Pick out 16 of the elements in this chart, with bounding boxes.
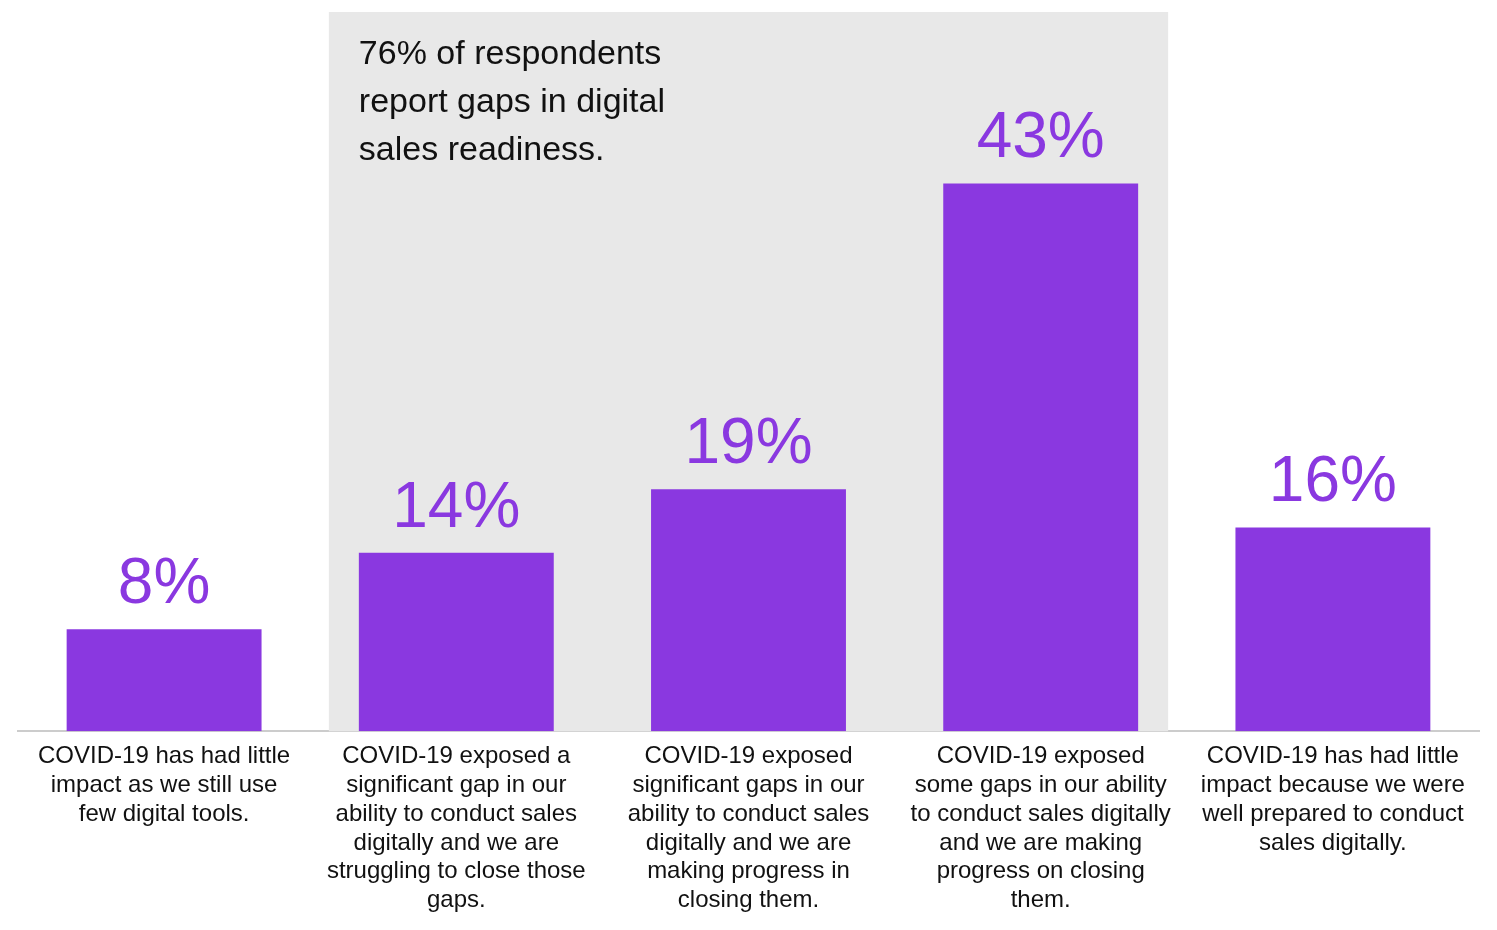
bar — [1235, 527, 1431, 732]
x-tick-label: COVID-19 exposed significant gaps in our ability to conduct sales digitally and we are making progress in closing them. — [627, 741, 870, 913]
data-label: 8% — [117, 544, 211, 617]
bar — [651, 489, 846, 732]
band-label: 76% of respondents report gaps in digital sales readiness. — [358, 33, 666, 168]
data-label: 19% — [684, 404, 813, 477]
data-label: 14% — [392, 468, 521, 541]
data-label: 43% — [976, 99, 1105, 172]
bar — [358, 552, 554, 732]
data-label: 16% — [1268, 443, 1397, 516]
x-tick-label: COVID-19 exposed some gaps in our ability to conduct sales digitally and we are making progress on closing them. — [910, 741, 1171, 913]
bar — [66, 629, 262, 732]
x-tick-label: COVID-19 has had little impact because we were well prepared to conduct sales digitally. — [1200, 741, 1465, 855]
x-tick-label: COVID-19 exposed a significant gap in our ability to conduct sales digitally and we are struggling to close those gaps. — [326, 741, 586, 913]
x-tick-label: COVID-19 has had little impact as we still use few digital tools. — [38, 741, 291, 826]
bar — [943, 183, 1139, 732]
